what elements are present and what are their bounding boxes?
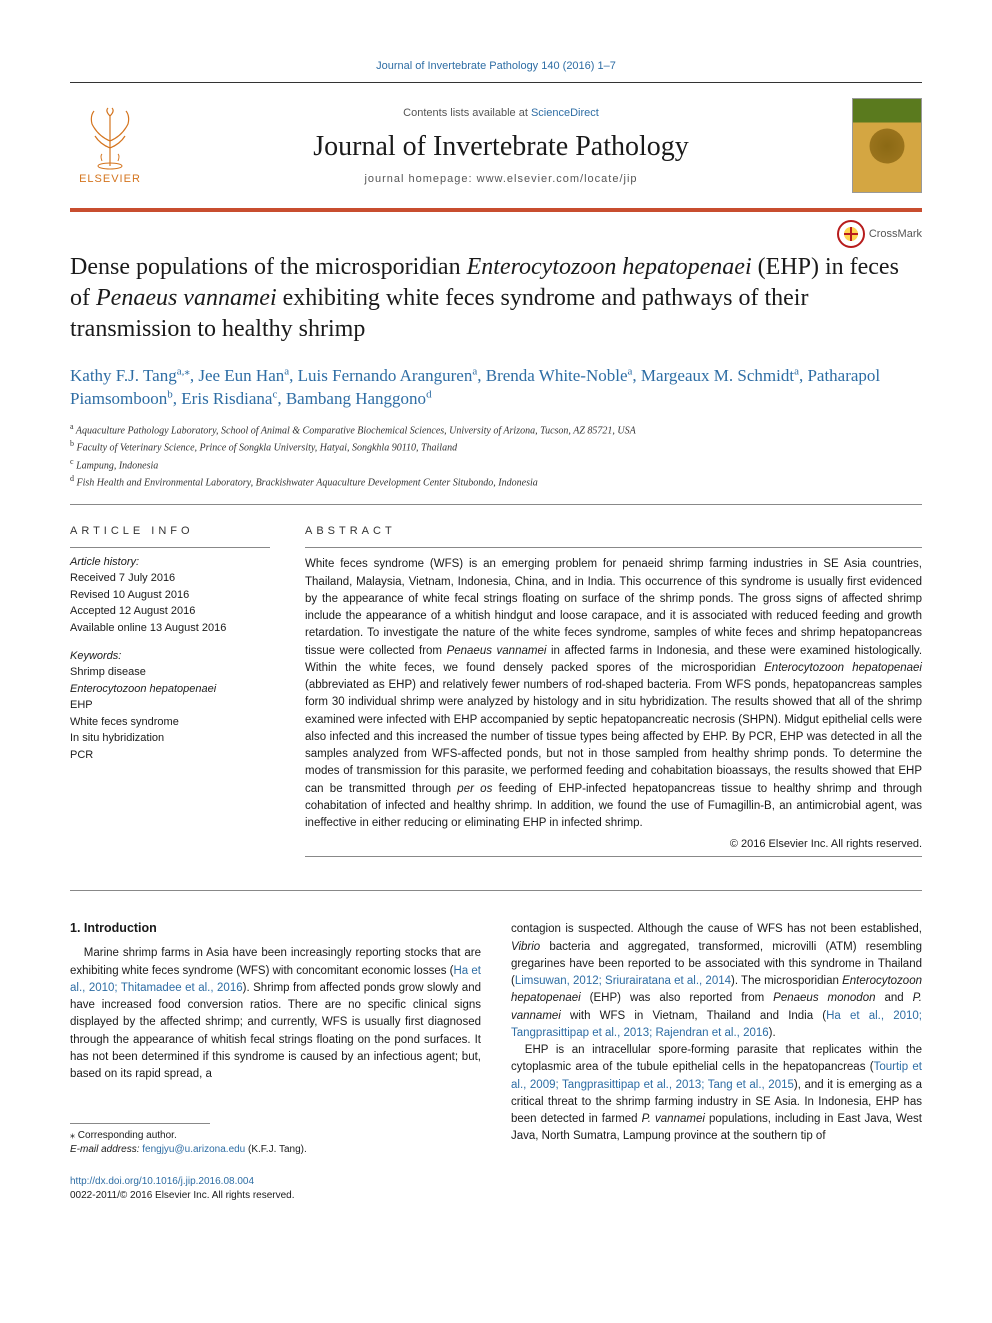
intro-text-right: contagion is suspected. Although the cau…: [511, 921, 922, 1145]
journal-cover-thumbnail[interactable]: [852, 98, 922, 193]
author-email-link[interactable]: fengjyu@u.arizona.edu: [142, 1144, 245, 1155]
homepage-url[interactable]: www.elsevier.com/locate/jip: [477, 173, 638, 185]
abstract-bottom-divider: [305, 856, 922, 857]
author: Luis Fernando Arangurena: [298, 366, 478, 385]
affiliation-list: a Aquaculture Pathology Laboratory, Scho…: [70, 421, 922, 490]
history-item: Accepted 12 August 2016: [70, 603, 270, 620]
left-column: 1. Introduction Marine shrimp farms in A…: [70, 921, 481, 1203]
info-divider: [70, 547, 270, 548]
asterisk-icon: ⁎: [70, 1130, 75, 1141]
affiliation: d Fish Health and Environmental Laborato…: [70, 473, 922, 490]
journal-header: ELSEVIER Contents lists available at Sci…: [70, 82, 922, 212]
history-item: Available online 13 August 2016: [70, 620, 270, 637]
intro-text-left: Marine shrimp farms in Asia have been in…: [70, 945, 481, 1083]
abstract-heading: ABSTRACT: [305, 525, 922, 537]
elsevier-text: ELSEVIER: [79, 173, 141, 185]
elsevier-logo[interactable]: ELSEVIER: [70, 101, 150, 191]
affiliation: b Faculty of Veterinary Science, Prince …: [70, 438, 922, 455]
crossmark-badge[interactable]: CrossMark: [837, 220, 922, 248]
header-divider: [70, 504, 922, 505]
crossmark-label: CrossMark: [869, 228, 922, 240]
author: Eris Risdianac: [181, 389, 277, 408]
abstract-text: White feces syndrome (WFS) is an emergin…: [305, 556, 922, 832]
author: Brenda White-Noblea: [486, 366, 633, 385]
history-item: Revised 10 August 2016: [70, 587, 270, 604]
issn-copyright: 0022-2011/© 2016 Elsevier Inc. All right…: [70, 1190, 295, 1201]
abstract-divider: [305, 547, 922, 548]
journal-homepage-line: journal homepage: www.elsevier.com/locat…: [150, 173, 852, 185]
header-center: Contents lists available at ScienceDirec…: [150, 107, 852, 185]
sciencedirect-link[interactable]: ScienceDirect: [531, 107, 599, 119]
author: Kathy F.J. Tanga,⁎: [70, 366, 190, 385]
history-label: Article history:: [70, 556, 270, 568]
abstract-copyright: © 2016 Elsevier Inc. All rights reserved…: [305, 838, 922, 850]
keyword-items: Shrimp diseaseEnterocytozoon hepatopenae…: [70, 664, 270, 763]
doi-link[interactable]: http://dx.doi.org/10.1016/j.jip.2016.08.…: [70, 1176, 254, 1187]
journal-citation-link[interactable]: Journal of Invertebrate Pathology 140 (2…: [70, 60, 922, 72]
affiliation: c Lampung, Indonesia: [70, 456, 922, 473]
author-list: Kathy F.J. Tanga,⁎, Jee Eun Hana, Luis F…: [70, 364, 922, 412]
author: Jee Eun Hana: [198, 366, 289, 385]
history-item: Received 7 July 2016: [70, 570, 270, 587]
abstract-block: ABSTRACT White feces syndrome (WFS) is a…: [305, 525, 922, 865]
article-info-heading: ARTICLE INFO: [70, 525, 270, 537]
author: Margeaux M. Schmidta: [641, 366, 799, 385]
doi-block: http://dx.doi.org/10.1016/j.jip.2016.08.…: [70, 1175, 481, 1203]
corresponding-author-note: ⁎ Corresponding author. E-mail address: …: [70, 1129, 481, 1157]
body-columns: 1. Introduction Marine shrimp farms in A…: [70, 921, 922, 1203]
keyword: In situ hybridization: [70, 730, 270, 747]
keyword: PCR: [70, 747, 270, 764]
keyword: EHP: [70, 697, 270, 714]
crossmark-icon: [837, 220, 865, 248]
keyword: Shrimp disease: [70, 664, 270, 681]
article-title: Dense populations of the microsporidian …: [70, 252, 922, 346]
right-column: contagion is suspected. Although the cau…: [511, 921, 922, 1203]
journal-title: Journal of Invertebrate Pathology: [150, 131, 852, 163]
affiliation: a Aquaculture Pathology Laboratory, Scho…: [70, 421, 922, 438]
footnote-divider: [70, 1123, 210, 1124]
elsevier-tree-icon: [80, 106, 140, 171]
author: Bambang Hanggonod: [286, 389, 432, 408]
article-info-block: ARTICLE INFO Article history: Received 7…: [70, 525, 270, 865]
contents-lists-line: Contents lists available at ScienceDirec…: [150, 107, 852, 119]
keyword: Enterocytozoon hepatopenaei: [70, 681, 270, 698]
history-items: Received 7 July 2016Revised 10 August 20…: [70, 570, 270, 636]
section-heading-intro: 1. Introduction: [70, 921, 481, 935]
section-divider: [70, 890, 922, 891]
keyword: White feces syndrome: [70, 714, 270, 731]
keywords-label: Keywords:: [70, 650, 270, 662]
